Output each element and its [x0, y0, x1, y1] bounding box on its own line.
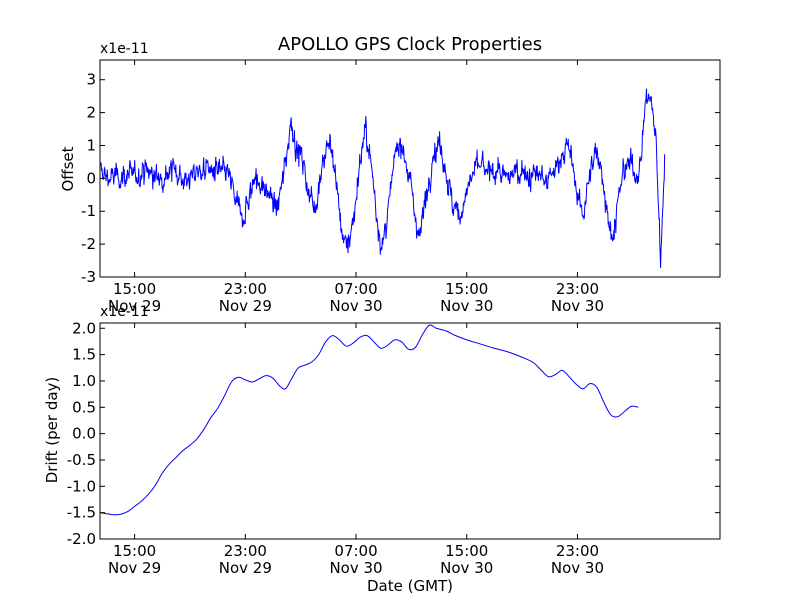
- offset-y-tick-label: -1: [81, 202, 96, 220]
- offset-x-tick-label-date: Nov 29: [219, 297, 272, 315]
- offset-y-tick-label: 1: [86, 136, 96, 154]
- drift-x-tick-label-time: 23:00: [224, 542, 267, 560]
- offset-x-tick-label-time: 23:00: [224, 280, 267, 298]
- drift-y-ticks: -2.0 -1.5 -1.0 -0.5 0.0 0.5 1.0 1.5 2.0: [67, 319, 720, 548]
- offset-y-ticks: -3 -2 -1 0 1 2 3: [81, 71, 720, 286]
- drift-x-tick-label-time: 07:00: [334, 542, 377, 560]
- drift-y-tick-label: -1.5: [67, 504, 96, 522]
- drift-series-line: [100, 324, 639, 516]
- drift-y-tick-label: -2.0: [67, 530, 96, 548]
- offset-x-tick-label-time: 07:00: [334, 280, 377, 298]
- offset-x-tick-label-time: 15:00: [445, 280, 488, 298]
- offset-y-axis-label: Offset: [59, 146, 77, 191]
- offset-x-tick-label-date: Nov 30: [551, 297, 604, 315]
- offset-x-tick-label-date: Nov 30: [329, 297, 382, 315]
- offset-y-tick-label: -2: [81, 235, 96, 253]
- drift-y-tick-label: 2.0: [72, 319, 96, 337]
- drift-y-tick-label: 1.0: [72, 372, 96, 390]
- drift-axes-frame: [99, 322, 721, 540]
- offset-x-tick-label-date: Nov 29: [108, 297, 161, 315]
- drift-y-axis-label: Drift (per day): [43, 377, 61, 484]
- drift-x-tick-label-date: Nov 29: [108, 559, 161, 577]
- offset-y-tick-label: 0: [86, 169, 96, 187]
- drift-y-tick-label: 0.5: [72, 398, 96, 416]
- chart-title: APOLLO GPS Clock Properties: [278, 34, 542, 55]
- offset-y-tick-label: 3: [86, 71, 96, 89]
- drift-x-tick-label-date: Nov 29: [219, 559, 272, 577]
- drift-y-tick-label: -1.0: [67, 477, 96, 495]
- drift-y-tick-label: 0.0: [72, 425, 96, 443]
- drift-exponent-label: x1e-11: [100, 304, 149, 320]
- drift-plot-area: [100, 324, 639, 516]
- drift-x-tick-label-date: Nov 30: [329, 559, 382, 577]
- offset-axes-frame: [99, 59, 721, 278]
- drift-y-tick-label: -0.5: [67, 451, 96, 469]
- drift-x-tick-label-time: 23:00: [556, 542, 599, 560]
- offset-exponent-label: x1e-11: [100, 41, 149, 57]
- offset-y-tick-label: -3: [81, 268, 96, 286]
- offset-x-tick-label-date: Nov 30: [440, 297, 493, 315]
- drift-x-tick-label-time: 15:00: [445, 542, 488, 560]
- x-axis-label: Date (GMT): [367, 577, 453, 595]
- offset-series-line: [100, 88, 666, 268]
- offset-x-tick-label-time: 23:00: [556, 280, 599, 298]
- offset-y-tick-label: 2: [86, 104, 96, 122]
- offset-x-tick-label-time: 15:00: [113, 280, 156, 298]
- drift-x-tick-label-time: 15:00: [113, 542, 156, 560]
- drift-axes: x1e-11 Drift (per day) -2.0 -1.5 -1.0 -0.5 0…: [43, 304, 721, 595]
- offset-plot-area: [100, 88, 666, 268]
- drift-x-tick-label-date: Nov 30: [551, 559, 604, 577]
- drift-y-tick-label: 1.5: [72, 346, 96, 364]
- drift-x-tick-label-date: Nov 30: [440, 559, 493, 577]
